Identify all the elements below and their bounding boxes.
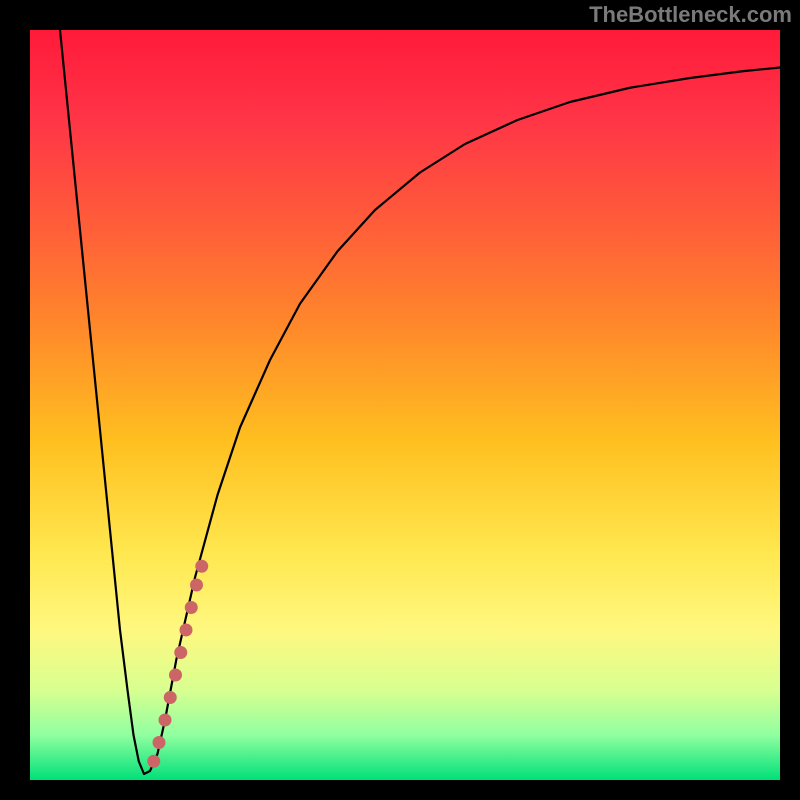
chart-svg — [30, 30, 780, 780]
bottleneck-curve — [60, 30, 780, 774]
highlight-dot — [159, 714, 172, 727]
highlight-dot — [190, 579, 203, 592]
watermark-text: TheBottleneck.com — [589, 2, 792, 28]
highlight-dot — [153, 736, 166, 749]
highlight-dot-group — [147, 560, 208, 768]
highlight-dot — [164, 691, 177, 704]
plot-area — [30, 30, 780, 780]
highlight-dot — [147, 755, 160, 768]
highlight-dot — [169, 669, 182, 682]
highlight-dot — [174, 646, 187, 659]
chart-container: TheBottleneck.com — [0, 0, 800, 800]
highlight-dot — [185, 601, 198, 614]
highlight-dot — [180, 624, 193, 637]
highlight-dot — [195, 560, 208, 573]
